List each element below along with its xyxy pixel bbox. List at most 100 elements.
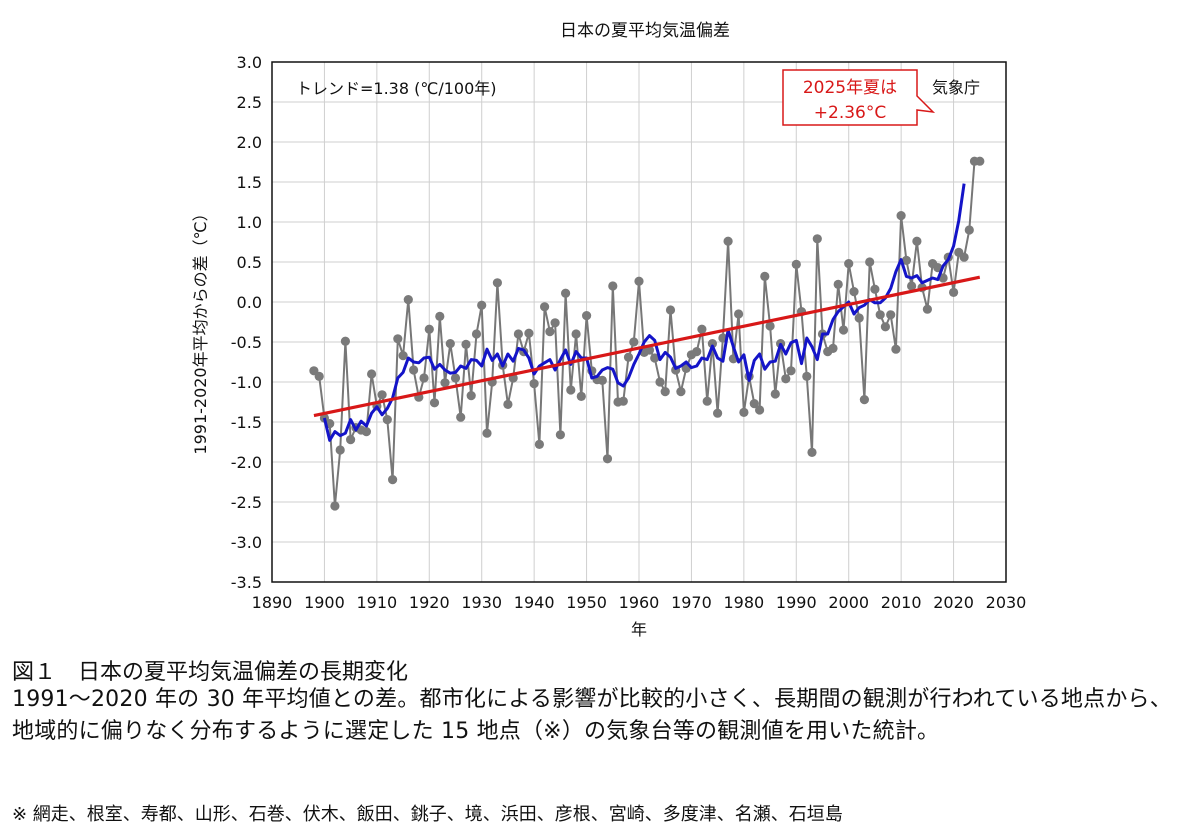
data-point [886, 310, 896, 320]
caption-title: 図１ 日本の夏平均気温偏差の長期変化 [12, 660, 409, 685]
x-tick-label: 1900 [304, 593, 345, 612]
data-point [608, 281, 618, 291]
data-point [865, 257, 875, 267]
data-point [346, 435, 356, 445]
data-point [367, 369, 377, 379]
chart-title: 日本の夏平均気温偏差 [560, 21, 730, 41]
data-point [713, 408, 723, 418]
data-point [849, 287, 859, 297]
y-tick-label: -2.5 [231, 493, 262, 512]
x-axis-label: 年 [631, 620, 647, 639]
data-point [503, 399, 513, 409]
series-annual-deviation [309, 156, 985, 511]
data-point [828, 343, 838, 353]
data-point [618, 396, 628, 406]
data-point [912, 236, 922, 246]
data-point [445, 339, 455, 349]
data-point [833, 279, 843, 289]
data-point [393, 334, 403, 344]
data-point [529, 379, 539, 389]
data-point [896, 211, 906, 221]
data-point [838, 325, 849, 335]
data-point [802, 371, 812, 381]
data-point [734, 309, 744, 319]
chart: 日本の夏平均気温偏差 3.0 2.5 2.0 1.5 1.0 0.5 0.0 -0.5 -1.0… [191, 21, 1027, 639]
x-tick-label: 1930 [461, 593, 502, 612]
trend-label: トレンド=1.38 (℃/100年) [296, 79, 497, 98]
x-tick-label: 1910 [356, 593, 397, 612]
series-moving-average [322, 183, 966, 442]
x-tick-label: 2030 [986, 593, 1027, 612]
data-point [429, 398, 440, 408]
data-point [545, 327, 555, 337]
data-point [629, 337, 639, 347]
data-point [534, 439, 545, 449]
data-point [361, 427, 371, 437]
data-point [880, 322, 891, 332]
data-point [901, 255, 912, 265]
data-point [602, 454, 613, 464]
data-point [697, 324, 707, 334]
y-tick-label: 2.5 [237, 93, 262, 112]
x-tick-label: 1990 [776, 593, 817, 612]
data-point [760, 271, 770, 281]
data-point [597, 375, 607, 385]
y-tick-label: -2.0 [231, 453, 262, 472]
callout-text-line1: 2025年夏は [803, 78, 897, 98]
data-point [571, 329, 581, 339]
data-point [755, 405, 765, 415]
caption-note: ※ 網走、根室、寿都、山形、石巻、伏木、飯田、銚子、境、浜田、彦根、宮崎、多度津… [12, 804, 843, 825]
x-tick-label: 1960 [619, 593, 660, 612]
data-point [770, 389, 780, 399]
x-tick-label: 2020 [933, 593, 974, 612]
data-point [975, 156, 985, 166]
data-point [409, 365, 419, 375]
data-point [513, 329, 524, 339]
data-point [660, 387, 670, 397]
data-point [964, 225, 974, 235]
data-point [466, 391, 476, 401]
data-point [922, 304, 933, 314]
data-point [749, 399, 759, 409]
data-point [576, 391, 586, 401]
y-axis-ticks: 3.0 2.5 2.0 1.5 1.0 0.5 0.0 -0.5 -1.0 -1.5 -2.0 -2.… [231, 53, 262, 592]
data-point [440, 378, 450, 388]
data-point [492, 278, 502, 288]
y-tick-label: 0.5 [237, 253, 262, 272]
data-point [650, 353, 660, 363]
data-point [435, 311, 445, 321]
data-point [419, 373, 429, 383]
data-point [450, 373, 461, 383]
y-tick-label: 1.0 [237, 213, 262, 232]
data-point [692, 347, 702, 357]
y-tick-label: 3.0 [237, 53, 262, 72]
data-point [707, 339, 718, 349]
y-tick-label: 1.5 [237, 173, 262, 192]
data-point [555, 430, 566, 440]
y-tick-label: -1.0 [231, 373, 262, 392]
data-point [907, 281, 917, 291]
data-point [540, 302, 550, 312]
data-point [655, 377, 665, 387]
data-point [807, 447, 817, 457]
plot-frame [271, 61, 1007, 583]
data-point [471, 329, 482, 339]
callout-box [782, 69, 936, 126]
caption-body: 1991～2020 年の 30 年平均値との差。都市化による影響が比較的小さく、… [12, 687, 1172, 744]
x-tick-label: 1940 [514, 593, 555, 612]
data-point [949, 287, 959, 297]
data-point [891, 344, 901, 354]
y-tick-label: 0.0 [237, 293, 262, 312]
data-point [566, 385, 576, 395]
data-point [582, 311, 592, 321]
y-tick-label: -0.5 [231, 333, 262, 352]
data-point [330, 501, 340, 511]
y-axis-label: 1991-2020年平均からの差（℃） [191, 205, 210, 454]
moving-average-line [322, 183, 966, 442]
x-tick-label: 1970 [671, 593, 712, 612]
data-point [550, 318, 560, 328]
x-axis-ticks: 1890 1900 1910 1920 1930 1940 1950 1960 1970 1980… [252, 593, 1027, 612]
y-tick-label: -3.5 [231, 573, 262, 592]
data-point [314, 371, 324, 381]
data-point [340, 336, 350, 346]
